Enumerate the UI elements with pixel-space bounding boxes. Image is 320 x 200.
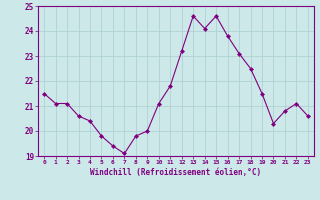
X-axis label: Windchill (Refroidissement éolien,°C): Windchill (Refroidissement éolien,°C) [91, 168, 261, 177]
